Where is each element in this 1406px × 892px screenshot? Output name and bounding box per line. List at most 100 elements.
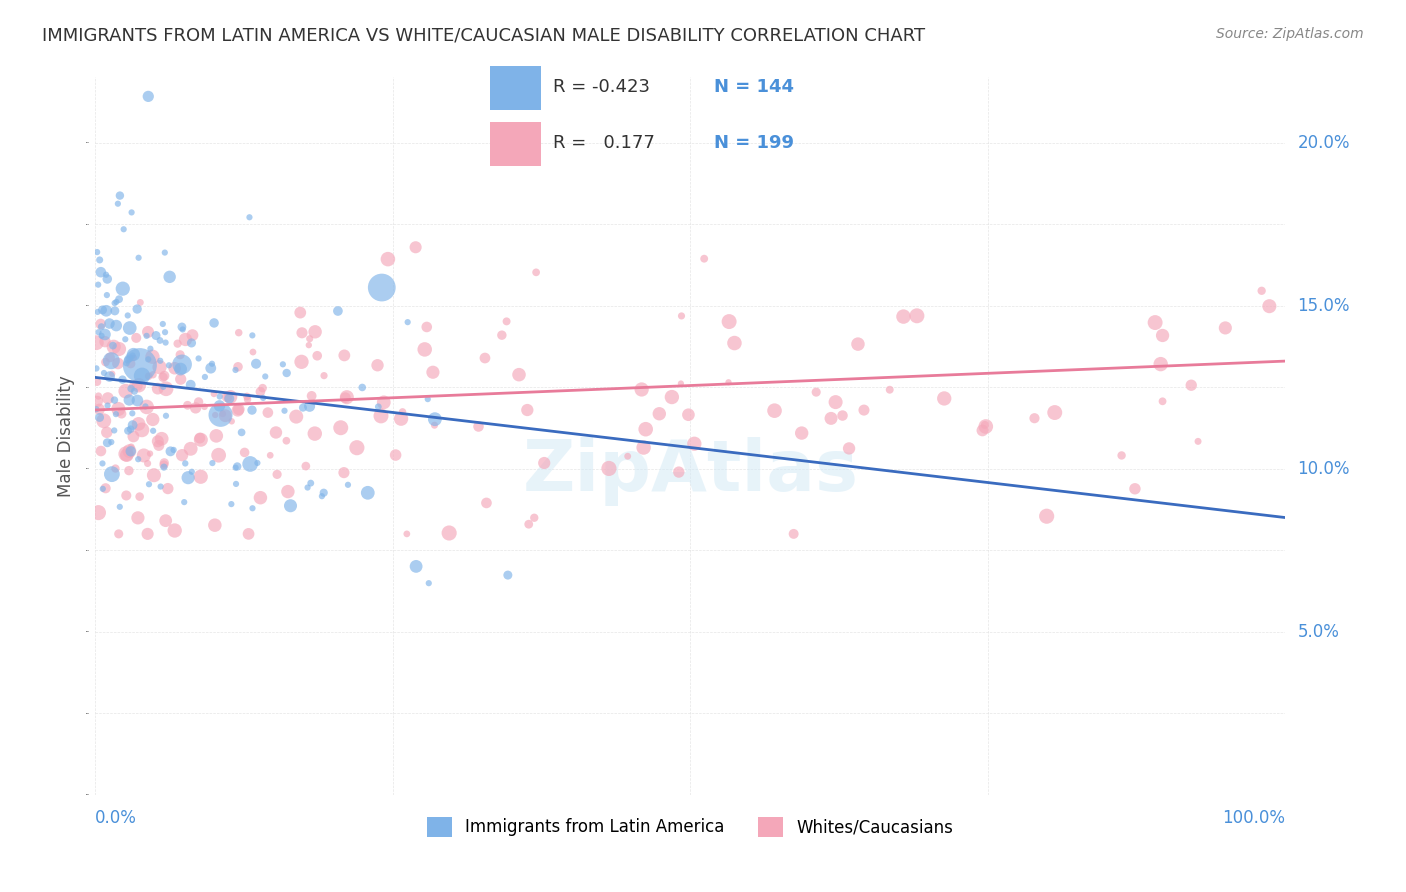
Point xyxy=(87,325,110,339)
Point xyxy=(630,383,652,397)
Point xyxy=(249,491,271,505)
Point xyxy=(276,434,298,448)
Point xyxy=(181,328,204,343)
Point xyxy=(89,252,111,267)
Point xyxy=(118,321,141,335)
Point xyxy=(125,331,148,345)
Point xyxy=(271,357,294,371)
Point xyxy=(93,366,115,380)
Point xyxy=(190,433,212,447)
Point xyxy=(240,328,263,343)
Point xyxy=(200,361,222,376)
Point xyxy=(467,419,489,434)
Point xyxy=(111,282,134,296)
Point xyxy=(127,301,149,316)
Point xyxy=(87,506,110,520)
FancyBboxPatch shape xyxy=(489,66,541,110)
Point xyxy=(120,357,142,371)
Point xyxy=(107,356,129,370)
Point xyxy=(115,448,138,462)
Point xyxy=(91,457,114,471)
Point xyxy=(96,425,118,440)
Point xyxy=(122,429,145,443)
Point xyxy=(117,309,139,323)
Point xyxy=(352,380,374,394)
Point xyxy=(104,407,127,421)
Point xyxy=(491,328,513,343)
Point xyxy=(1258,299,1281,313)
Point xyxy=(405,240,427,254)
Point xyxy=(146,382,169,396)
Text: ZipAtlas: ZipAtlas xyxy=(522,437,858,507)
Point xyxy=(86,394,108,409)
Point xyxy=(91,302,114,317)
Point xyxy=(215,390,238,404)
Point xyxy=(312,485,335,500)
Point xyxy=(155,382,177,396)
Point xyxy=(184,401,207,415)
Point xyxy=(131,423,153,437)
Point xyxy=(245,357,267,371)
Point xyxy=(290,305,312,319)
Point xyxy=(104,296,127,310)
Point xyxy=(149,479,172,493)
Point xyxy=(135,400,157,414)
Point xyxy=(252,381,274,395)
Point xyxy=(117,352,139,367)
Point xyxy=(846,337,869,351)
Point xyxy=(127,452,149,467)
Point xyxy=(209,408,232,422)
Point xyxy=(418,576,440,591)
Point xyxy=(598,461,620,475)
Point xyxy=(1123,482,1146,496)
Point xyxy=(299,476,322,491)
Point xyxy=(974,419,997,434)
Point xyxy=(301,389,323,403)
Point xyxy=(146,434,169,449)
Point xyxy=(228,402,250,417)
Point xyxy=(155,409,177,423)
Point xyxy=(86,361,108,376)
Point xyxy=(131,368,153,383)
Point xyxy=(395,527,418,541)
Point xyxy=(136,527,159,541)
Point xyxy=(228,326,250,340)
Point xyxy=(423,418,446,433)
Point xyxy=(89,402,111,417)
Point xyxy=(108,188,131,202)
Point xyxy=(238,211,260,225)
Point xyxy=(508,368,530,382)
Point xyxy=(661,390,683,404)
Point xyxy=(336,390,359,404)
Text: N = 199: N = 199 xyxy=(714,135,794,153)
Point xyxy=(139,447,162,461)
Point xyxy=(211,407,233,421)
Point xyxy=(136,89,159,103)
Point xyxy=(264,425,287,440)
Point xyxy=(153,368,176,383)
Point xyxy=(129,295,152,310)
Point xyxy=(188,431,211,445)
Point xyxy=(249,384,271,399)
Point xyxy=(169,348,191,362)
Point xyxy=(163,361,186,376)
Point xyxy=(127,511,149,525)
Point xyxy=(153,245,176,260)
Point xyxy=(152,370,174,384)
Point xyxy=(1043,405,1066,419)
Point xyxy=(104,461,127,475)
Point xyxy=(224,363,246,377)
Point xyxy=(150,432,173,446)
Point xyxy=(285,409,308,424)
Point xyxy=(523,510,546,524)
Point xyxy=(242,345,264,359)
Point xyxy=(120,444,142,458)
Point xyxy=(118,444,141,458)
Point xyxy=(824,395,846,409)
Point xyxy=(121,378,143,392)
Point xyxy=(391,405,413,419)
Point xyxy=(204,518,226,533)
Text: Source: ZipAtlas.com: Source: ZipAtlas.com xyxy=(1216,27,1364,41)
Point xyxy=(100,435,122,450)
Point xyxy=(276,366,298,380)
